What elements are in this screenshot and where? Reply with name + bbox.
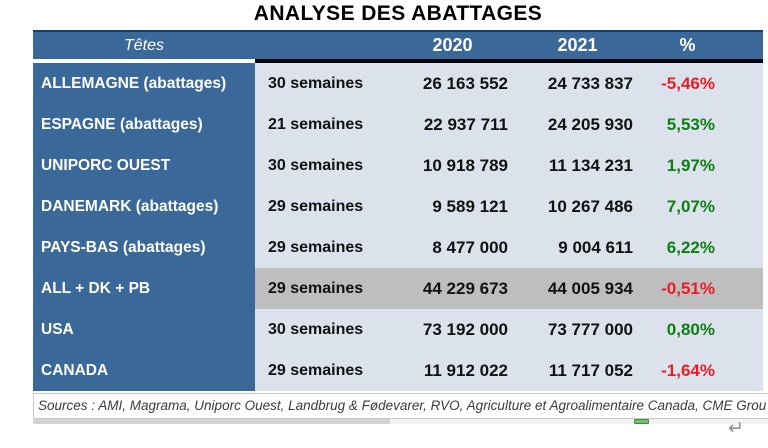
percent-cell: -0,51% [661, 278, 715, 298]
weeks-cell: 29 semaines [268, 238, 364, 256]
value-2021-cell: 11 134 231 [548, 155, 633, 175]
table-row-danemark: DANEMARK (abattages) 29 semaines 9 589 1… [33, 186, 763, 227]
table-header-row: Têtes 2020 2021 % [33, 30, 763, 59]
value-2020-cell: 9 589 121 [432, 196, 508, 216]
percent-cell: 5,53% [666, 114, 715, 134]
value-2020-cell: 10 918 789 [422, 155, 508, 175]
table-row-uniporc-ouest: UNIPORC OUEST 30 semaines 10 918 789 11 … [33, 145, 763, 186]
row-label: USA [33, 309, 255, 350]
table-body: ALLEMAGNE (abattages) 30 semaines 26 163… [33, 63, 763, 391]
percent-cell: -5,46% [661, 73, 715, 93]
row-label: UNIPORC OUEST [33, 145, 255, 186]
row-label: ALL + DK + PB [33, 268, 255, 309]
value-2021-cell: 11 717 052 [548, 360, 633, 380]
table-row-espagne: ESPAGNE (abattages) 21 semaines 22 937 7… [33, 104, 763, 145]
weeks-cell: 29 semaines [268, 279, 364, 297]
value-2020-cell: 11 912 022 [423, 360, 508, 380]
green-marker [634, 419, 649, 424]
weeks-cell: 30 semaines [268, 320, 364, 338]
value-2021-cell: 10 267 486 [547, 196, 633, 216]
value-2020-cell: 8 477 000 [432, 237, 508, 257]
column-header-percent: % [679, 35, 696, 55]
weeks-cell: 21 semaines [268, 115, 364, 133]
row-label: DANEMARK (abattages) [33, 186, 255, 227]
value-2021-cell: 24 205 930 [547, 114, 633, 134]
column-header-2020: 2020 [432, 35, 473, 55]
sources-note: Sources : AMI, Magrama, Uniporc Ouest, L… [33, 393, 768, 419]
row-label: ESPAGNE (abattages) [33, 104, 255, 145]
percent-cell: 0,80% [666, 319, 715, 339]
percent-cell: 6,22% [666, 237, 715, 257]
value-2021-cell: 9 004 611 [558, 237, 633, 257]
bottom-strip-right [390, 419, 768, 424]
value-2021-cell: 24 733 837 [547, 73, 633, 93]
paragraph-return-icon: ↵ [728, 417, 744, 439]
value-2020-cell: 26 163 552 [422, 73, 508, 93]
value-2021-cell: 73 777 000 [547, 319, 633, 339]
weeks-cell: 29 semaines [268, 197, 364, 215]
value-2021-cell: 44 005 934 [547, 278, 633, 298]
table-row-allemagne: ALLEMAGNE (abattages) 30 semaines 26 163… [33, 63, 763, 104]
value-2020-cell: 44 229 673 [422, 278, 508, 298]
abattages-table: Têtes 2020 2021 % ALLEMAGNE (abattages) … [33, 30, 763, 391]
table-row-usa: USA 30 semaines 73 192 000 73 777 000 0,… [33, 309, 763, 350]
value-2020-cell: 22 937 711 [423, 114, 508, 134]
percent-cell: 7,07% [666, 196, 715, 216]
column-header-tetes: Têtes [123, 36, 164, 54]
weeks-cell: 30 semaines [268, 74, 364, 92]
header-divider [255, 59, 763, 63]
percent-cell: -1,64% [661, 360, 715, 380]
weeks-cell: 29 semaines [268, 361, 364, 379]
percent-cell: 1,97% [666, 155, 715, 175]
table-row-pays-bas: PAYS-BAS (abattages) 29 semaines 8 477 0… [33, 227, 763, 268]
value-2020-cell: 73 192 000 [422, 319, 508, 339]
weeks-cell: 30 semaines [268, 156, 364, 174]
table-row-canada: CANADA 29 semaines 11 912 022 11 717 052… [33, 350, 763, 391]
page-title: ANALYSE DES ABATTAGES [253, 2, 543, 25]
column-header-2021: 2021 [557, 35, 598, 55]
bottom-strip-left [33, 419, 390, 424]
row-label: ALLEMAGNE (abattages) [33, 63, 255, 104]
row-label: CANADA [33, 350, 255, 391]
row-label: PAYS-BAS (abattages) [33, 227, 255, 268]
table-row-all-dk-pb-total: ALL + DK + PB 29 semaines 44 229 673 44 … [33, 268, 763, 309]
